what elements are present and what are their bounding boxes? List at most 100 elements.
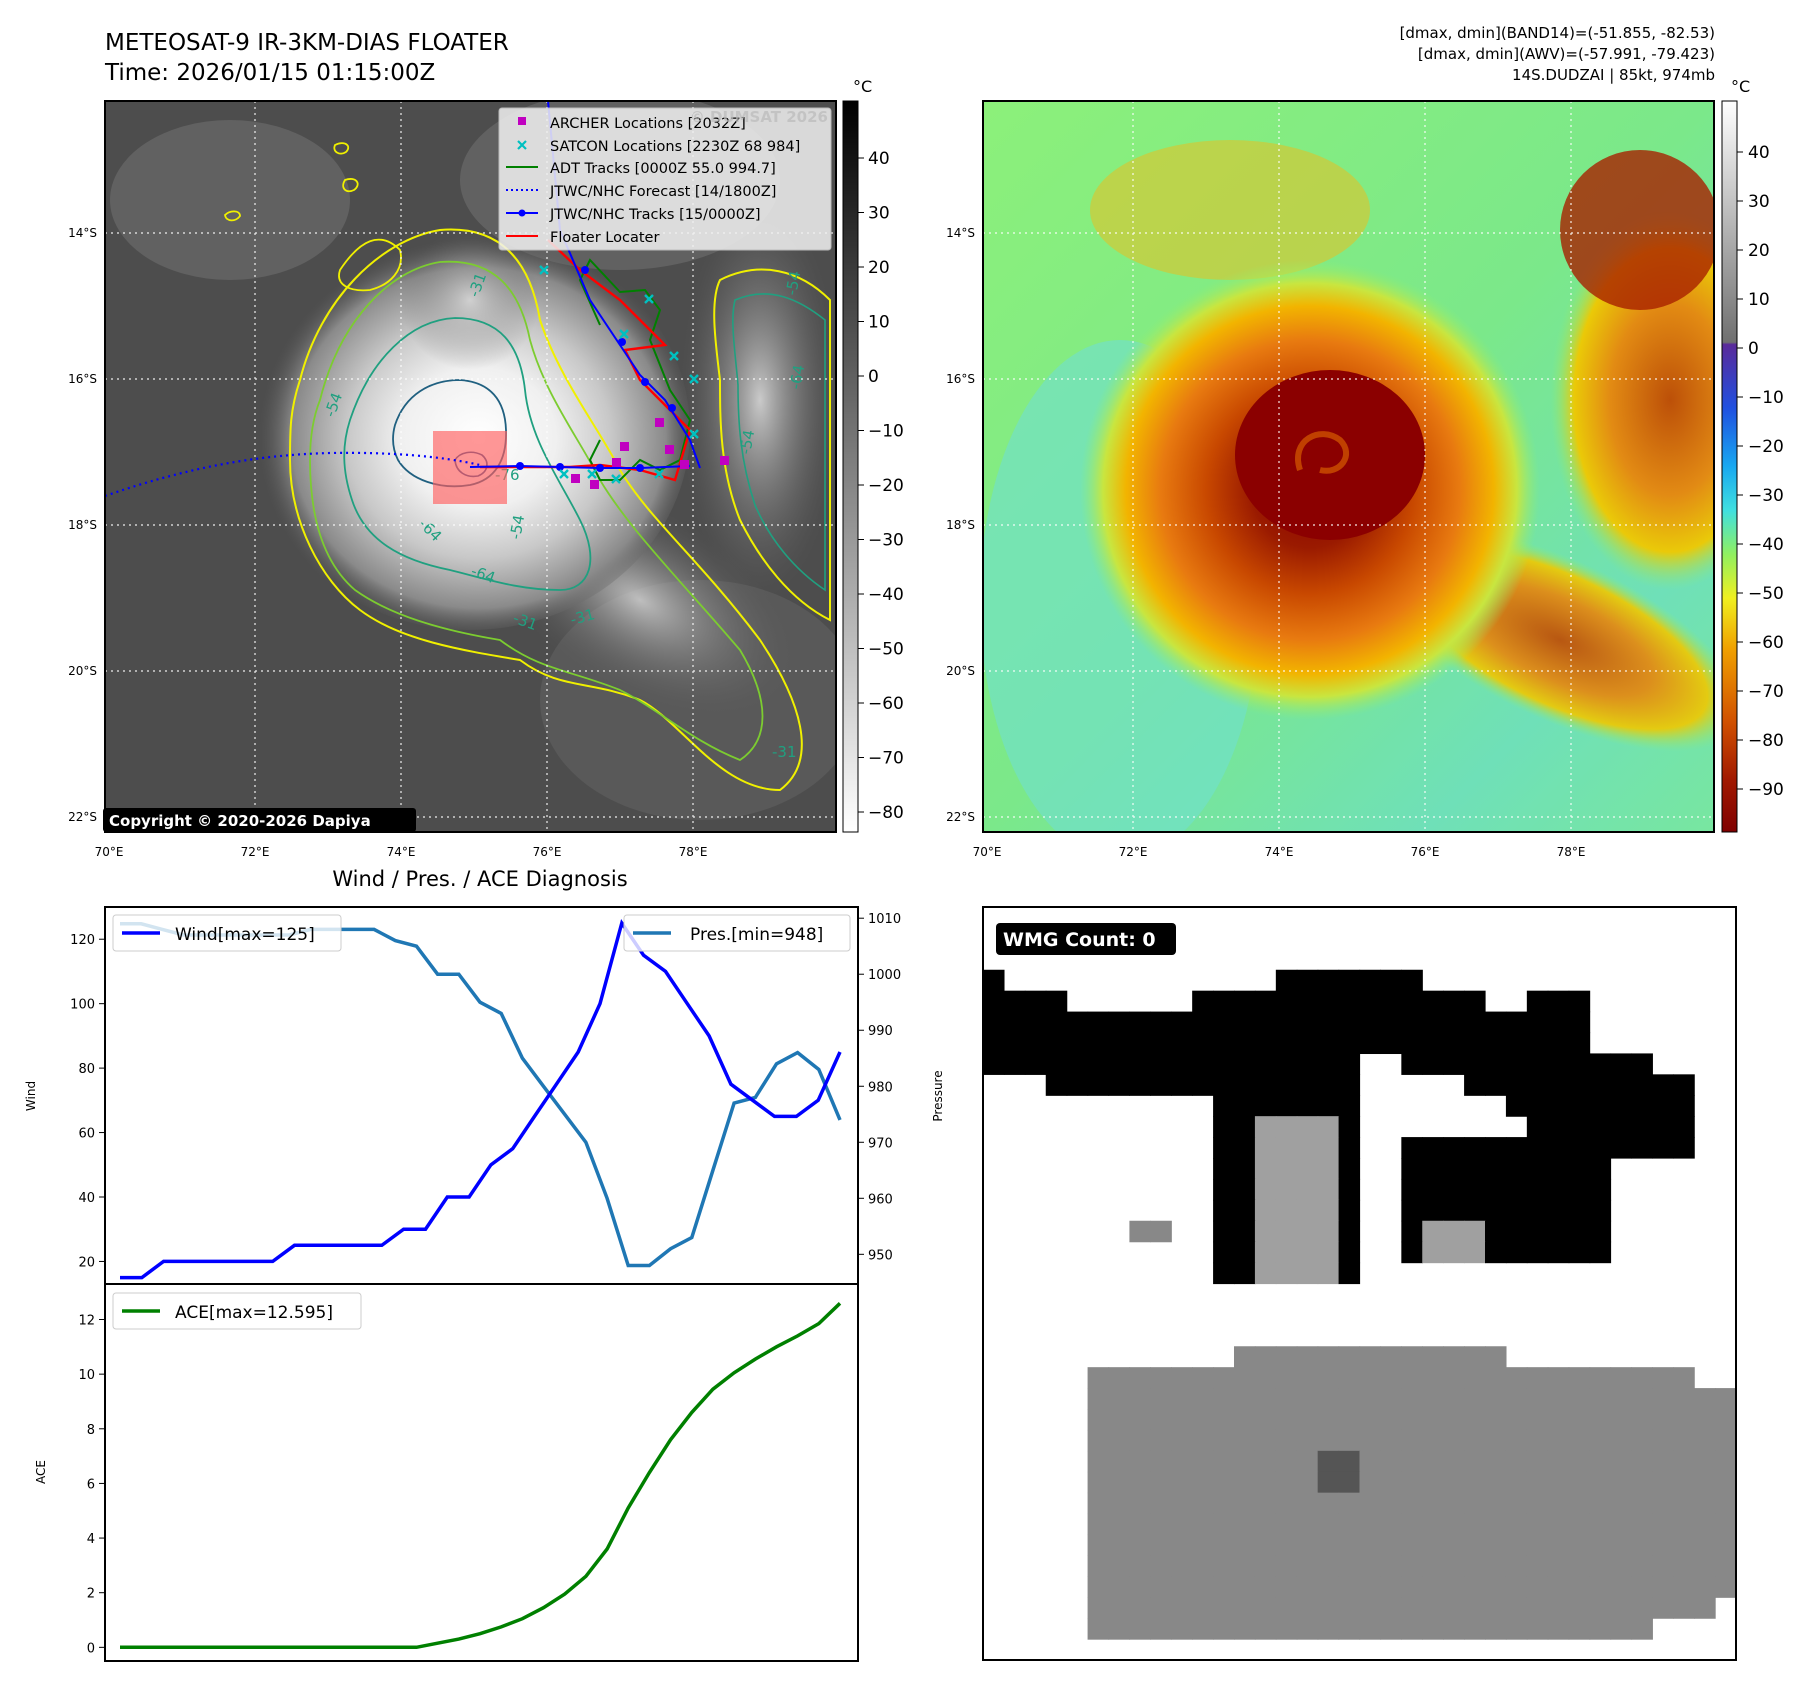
contour-label: -31 — [568, 605, 596, 629]
info-band14: [dmax, dmin](BAND14)=(-51.855, -82.53) — [1400, 24, 1715, 42]
watermark: © DUMSAT 2026 — [690, 108, 828, 126]
colorbar-tick: 20 — [868, 258, 890, 278]
colorbar-tick: −40 — [1748, 535, 1784, 555]
colorbar-tick: −30 — [868, 531, 904, 551]
contour-label: -64 — [786, 363, 808, 390]
wind-axis-label: Wind — [24, 1081, 38, 1111]
colorbar-tick: −40 — [868, 585, 904, 605]
wind-tick: 120 — [70, 933, 95, 948]
colorbar-tick: −80 — [868, 803, 904, 823]
colorbar-tick: 0 — [868, 367, 879, 387]
lon-label: 78°E — [679, 845, 708, 859]
pressure-tick: 1010 — [868, 912, 901, 927]
lat-label: 14°S — [946, 226, 975, 240]
lon-label: 70°E — [973, 845, 1002, 859]
colorbar-tick: −70 — [1748, 682, 1784, 702]
pressure-tick: 990 — [868, 1024, 893, 1039]
wmg-panel: WMG Count: 0 — [982, 906, 1737, 1661]
lat-label: 14°S — [68, 226, 97, 240]
ace-tick: 10 — [78, 1368, 95, 1383]
pressure-legend: Pres.[min=948] — [690, 925, 823, 945]
colorbar-tick: −20 — [1748, 437, 1784, 457]
ace-tick: 0 — [87, 1641, 95, 1656]
ace-tick: 12 — [78, 1314, 95, 1329]
lon-label: 72°E — [1119, 845, 1148, 859]
ace-axis-label: ACE — [34, 1460, 48, 1484]
wind-tick: 80 — [78, 1062, 95, 1077]
lat-label: 20°S — [68, 664, 97, 678]
colorbar-tick: −80 — [1748, 731, 1784, 751]
lon-label: 74°E — [1265, 845, 1294, 859]
jtwc-forecast-track — [105, 451, 481, 498]
jtwc-track-recent — [469, 464, 691, 469]
ir-colorbar: °C 40 30 20 10 0 −10 −20 −30 −40 −50 −60 −70 −80 — [842, 77, 904, 833]
lon-label: 78°E — [1557, 845, 1586, 859]
colorbar-tick: 10 — [868, 313, 890, 333]
lat-label: 22°S — [68, 810, 97, 824]
ace-tick: 2 — [87, 1587, 95, 1602]
legend-item: SATCON Locations [2230Z 68 984] — [550, 139, 800, 155]
legend-item: Floater Locater — [550, 230, 659, 246]
info-storm: 14S.DUDZAI | 85kt, 974mb — [1512, 66, 1715, 84]
colorbar-tick: −20 — [868, 476, 904, 496]
colorbar-tick: −60 — [1748, 633, 1784, 653]
colorbar-unit: °C — [853, 77, 872, 96]
adt-track — [578, 258, 692, 481]
legend-item: ADT Tracks [0000Z 55.0 994.7] — [550, 161, 776, 177]
colorbar-tick: −30 — [1748, 486, 1784, 506]
pressure-tick: 1000 — [868, 968, 901, 983]
lon-label: 72°E — [241, 845, 270, 859]
ace-tick: 6 — [87, 1477, 95, 1492]
lat-label: 16°S — [946, 372, 975, 386]
pressure-tick: 960 — [868, 1192, 893, 1207]
wmg-count: WMG Count: 0 — [1003, 929, 1156, 951]
figure-title: METEOSAT-9 IR-3KM-DIAS FLOATER — [105, 30, 509, 56]
colorbar-tick: 10 — [1748, 290, 1770, 310]
pressure-tick: 980 — [868, 1080, 893, 1095]
lat-label: 22°S — [946, 810, 975, 824]
colorbar-tick: −10 — [1748, 388, 1784, 408]
pressure-axis-label: Pressure — [931, 1070, 945, 1121]
colorbar-tick: 40 — [868, 149, 890, 169]
lat-label: 18°S — [946, 518, 975, 532]
colorbar-tick: −90 — [1748, 780, 1784, 800]
wind-series-line — [120, 918, 842, 1280]
colorbar-tick: −50 — [1748, 584, 1784, 604]
ace-series-line — [120, 1302, 842, 1650]
lon-label: 76°E — [533, 845, 562, 859]
lon-label: 76°E — [1411, 845, 1440, 859]
colorbar-tick: −70 — [868, 749, 904, 769]
colorbar-tick: 0 — [1748, 339, 1759, 359]
legend-item: JTWC/NHC Forecast [14/1800Z] — [549, 184, 776, 200]
awv-map-panel: 14°S 16°S 18°S 20°S 22°S 70°E 72°E 74°E … — [946, 100, 1715, 859]
colorbar-tick: −60 — [868, 694, 904, 714]
ace-panel: 0 2 4 6 8 10 12 ACE ACE[max=12.595] — [34, 1283, 859, 1662]
info-awv: [dmax, dmin](AWV)=(-57.991, -79.423) — [1418, 45, 1715, 63]
ir-map-panel: -31 -54 -64 -76 -54 -31 -64 -31 -54 -31 … — [68, 100, 837, 859]
archer-marker-icon — [518, 117, 526, 125]
lat-label: 20°S — [946, 664, 975, 678]
legend-item: JTWC/NHC Tracks [15/0000Z] — [549, 207, 761, 223]
contour-label: -54 — [736, 428, 758, 455]
satcon-marker-icon — [517, 140, 527, 150]
pressure-tick: 970 — [868, 1136, 893, 1151]
diag-title: Wind / Pres. / ACE Diagnosis — [332, 867, 627, 891]
colorbar-tick: −50 — [868, 640, 904, 660]
colorbar-tick: −10 — [868, 422, 904, 442]
map-legend: ARCHER Locations [2032Z] SATCON Location… — [498, 107, 832, 251]
wind-tick: 100 — [70, 998, 95, 1013]
awv-colorbar: °C 40 30 20 10 0 −10 −20 −30 −40 −50 −60 −70 −80 −90 — [1721, 77, 1784, 833]
ace-tick: 8 — [87, 1423, 95, 1438]
contour-label: -31 — [772, 743, 797, 761]
figure-time: Time: 2026/01/15 01:15:00Z — [104, 60, 435, 86]
wind-pres-panel: 20 40 60 80 100 120 950 960 970 980 990 1000 1010 W… — [24, 906, 945, 1285]
lon-label: 74°E — [387, 845, 416, 859]
lon-label: 70°E — [95, 845, 124, 859]
ace-legend: ACE[max=12.595] — [175, 1303, 333, 1323]
lat-label: 16°S — [68, 372, 97, 386]
pressure-tick: 950 — [868, 1248, 893, 1263]
colorbar-tick: 30 — [1748, 192, 1770, 212]
wind-tick: 20 — [78, 1255, 95, 1270]
copyright: Copyright © 2020-2026 Dapiya — [109, 812, 371, 830]
